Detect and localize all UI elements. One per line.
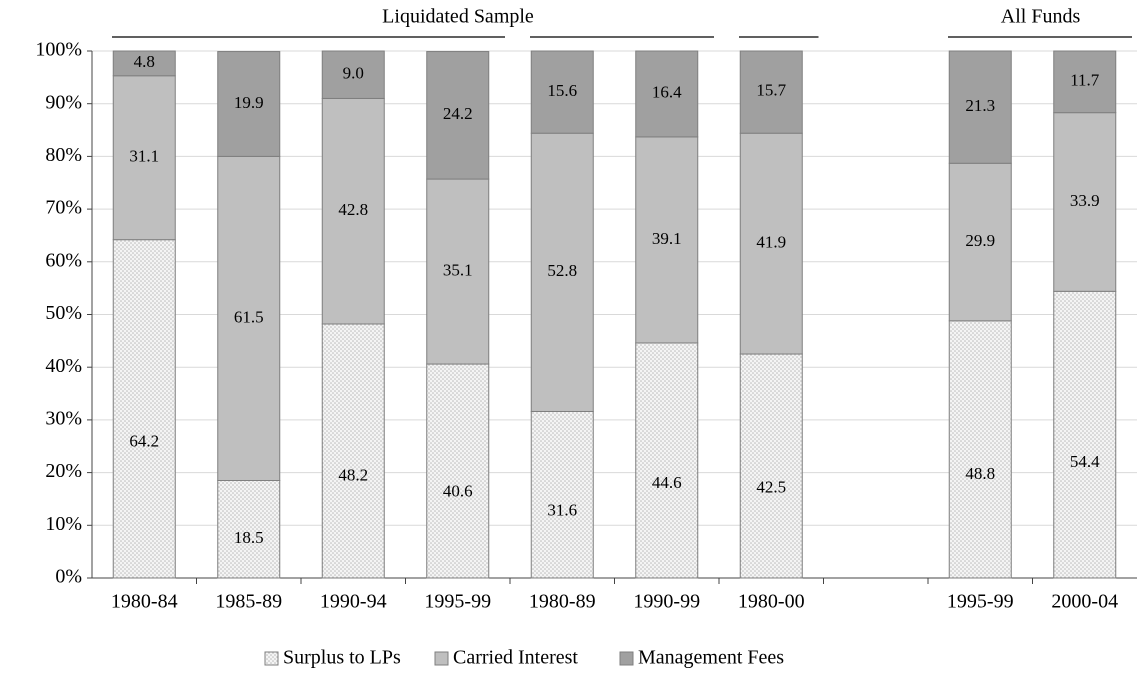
y-tick-label: 90%: [45, 91, 82, 113]
bar-segment: [321, 323, 385, 579]
y-tick-label: 80%: [45, 144, 82, 166]
bar-segment: [948, 50, 1012, 164]
bar-segment: [112, 50, 176, 77]
y-tick-label: 70%: [45, 197, 82, 219]
data-label: 42.5: [756, 477, 786, 496]
data-label: 11.7: [1070, 71, 1100, 90]
data-label: 9.0: [343, 64, 364, 83]
bar-segment: [739, 353, 803, 579]
bar-segment: [530, 50, 594, 134]
data-label: 42.8: [338, 200, 368, 219]
bar-segment: [739, 50, 803, 134]
bar-segment: [112, 75, 176, 241]
bar-segment: [635, 342, 699, 579]
data-label: 33.9: [1070, 191, 1100, 210]
bar-segment: [948, 320, 1012, 579]
data-label: 24.2: [443, 104, 473, 123]
data-label: 16.4: [652, 83, 682, 102]
x-tick-label: 1980-89: [529, 591, 596, 613]
legend-swatch: [434, 651, 449, 666]
bar-segment: [217, 155, 281, 482]
x-tick-label: 1980-00: [738, 591, 805, 613]
data-label: 61.5: [234, 307, 264, 326]
data-label: 41.9: [756, 233, 786, 252]
data-label: 54.4: [1070, 452, 1100, 471]
bar-segment: [321, 97, 385, 325]
bar-segment: [112, 239, 176, 579]
data-label: 15.6: [547, 81, 577, 100]
data-label: 4.8: [134, 52, 155, 71]
bar-segment: [530, 410, 594, 579]
y-tick-label: 10%: [45, 513, 82, 535]
data-label: 21.3: [965, 96, 995, 115]
legend-label: Management Fees: [638, 647, 784, 669]
bar-segment: [1053, 50, 1117, 114]
data-label: 31.1: [129, 147, 159, 166]
data-label: 48.8: [965, 464, 995, 483]
x-tick-label: 2000-04: [1051, 591, 1118, 613]
data-label: 48.2: [338, 465, 368, 484]
bar-segment: [217, 480, 281, 579]
group-label: All Funds: [1001, 6, 1081, 28]
y-tick-label: 30%: [45, 407, 82, 429]
y-tick-label: 40%: [45, 355, 82, 377]
data-label: 44.6: [652, 473, 682, 492]
bar-segment: [217, 51, 281, 157]
x-tick-label: 1995-99: [424, 591, 491, 613]
legend-label: Carried Interest: [453, 647, 578, 669]
bar-segment: [426, 51, 490, 180]
x-tick-label: 1990-99: [633, 591, 700, 613]
y-tick-label: 60%: [45, 249, 82, 271]
x-tick-label: 1990-94: [320, 591, 387, 613]
y-tick-label: 0%: [55, 566, 82, 588]
data-label: 40.6: [443, 481, 473, 500]
group-label: Liquidated Sample: [382, 6, 534, 28]
bar-segment: [948, 162, 1012, 322]
bar-segment: [426, 178, 490, 365]
y-tick-label: 50%: [45, 302, 82, 324]
data-label: 52.8: [547, 261, 577, 280]
x-tick-label: 1985-89: [215, 591, 282, 613]
bar-segment: [739, 132, 803, 355]
data-label: 39.1: [652, 229, 682, 248]
x-tick-label: 1995-99: [947, 591, 1014, 613]
data-label: 35.1: [443, 260, 473, 279]
data-label: 15.7: [756, 81, 786, 100]
legend-swatch: [619, 651, 634, 666]
y-tick-label: 20%: [45, 460, 82, 482]
legend-swatch: [264, 651, 279, 666]
bar-segment: [635, 50, 699, 138]
data-label: 31.6: [547, 500, 577, 519]
data-label: 18.5: [234, 528, 264, 547]
bar-segment: [530, 132, 594, 412]
x-tick-label: 1980-84: [111, 591, 178, 613]
data-label: 29.9: [965, 231, 995, 250]
legend-label: Surplus to LPs: [283, 647, 401, 669]
data-label: 19.9: [234, 93, 264, 112]
y-tick-label: 100%: [35, 39, 82, 61]
data-label: 64.2: [129, 432, 159, 451]
bar-segment: [426, 363, 490, 579]
bar-segment: [1053, 290, 1117, 579]
bar-segment: [321, 50, 385, 99]
